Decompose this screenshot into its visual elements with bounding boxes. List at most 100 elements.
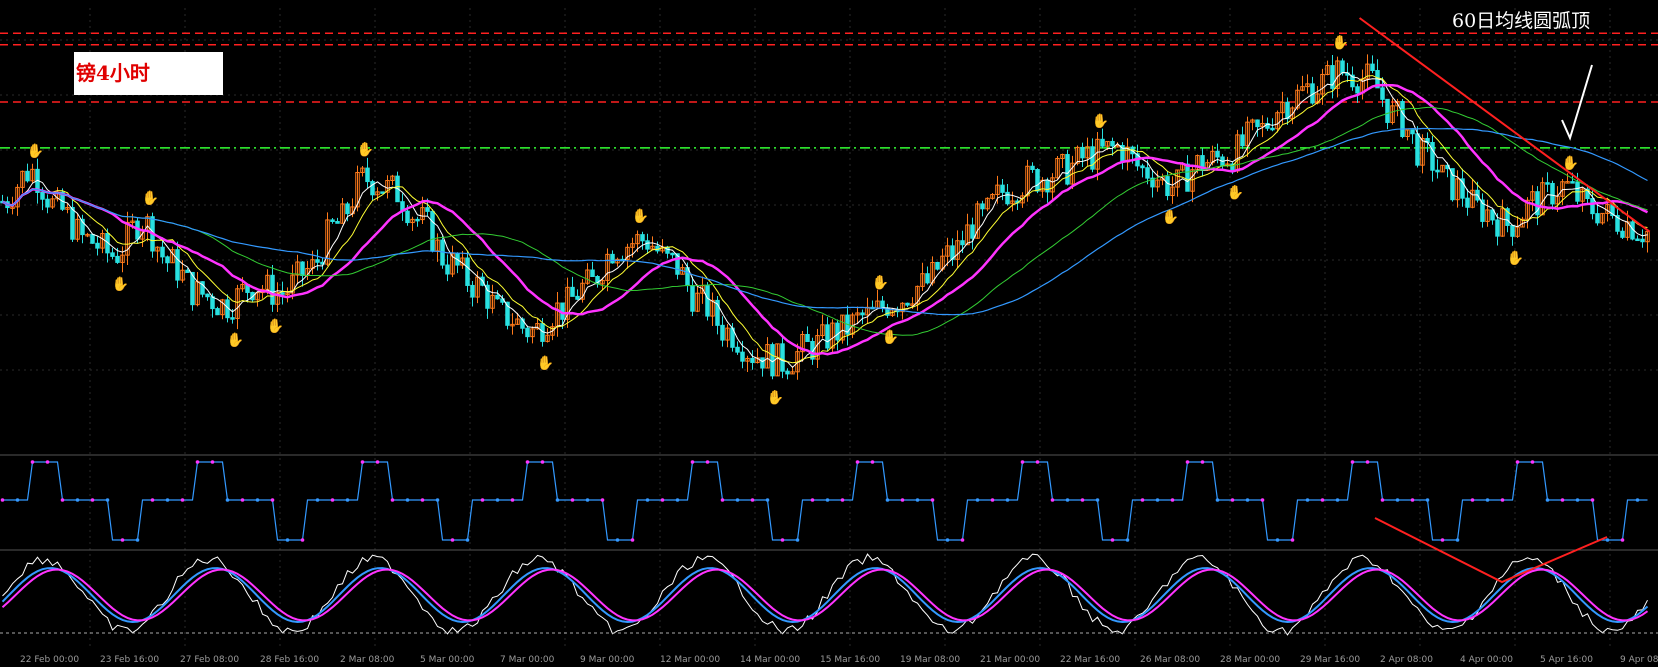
fractal-down-icon: ✋ [1162, 209, 1179, 226]
candle-body [240, 283, 245, 290]
candle-body [410, 218, 415, 224]
indicator-1-dot [540, 460, 545, 464]
fractal-up-icon: ✋ [632, 208, 649, 225]
candle-body [255, 292, 260, 301]
x-tick-label: 21 Mar 00:00 [980, 655, 1040, 665]
candle-body [1465, 197, 1470, 208]
indicator-1-dot [1335, 498, 1340, 502]
candle-body [1545, 182, 1550, 185]
candle-body [980, 203, 985, 210]
candle-body [765, 344, 770, 369]
indicator-1-dot [195, 460, 200, 464]
candle-body [1255, 119, 1260, 128]
indicator-1-dot [555, 498, 560, 502]
candle-body [1580, 188, 1585, 202]
x-tick-label: 7 Mar 00:00 [500, 655, 555, 665]
candle-body [360, 167, 365, 174]
indicator-1-dot [1305, 498, 1310, 502]
candle-body [365, 167, 370, 183]
candle-body [1570, 181, 1575, 184]
candle-body [1365, 63, 1370, 80]
trendline [1358, 17, 1651, 233]
candle-body [915, 285, 920, 305]
candle-body [1525, 199, 1530, 220]
x-tick-label: 2 Mar 08:00 [340, 655, 395, 665]
x-tick-label: 28 Mar 00:00 [1220, 655, 1280, 665]
candle-body [115, 255, 120, 263]
indicator-1-dot [1350, 460, 1355, 464]
candle-body [30, 168, 35, 182]
x-tick-label: 27 Feb 08:00 [180, 655, 239, 665]
candle-body [335, 220, 340, 224]
indicator-1-dot [1620, 538, 1625, 542]
candle-body [1070, 162, 1075, 185]
indicator-1-dot [645, 498, 650, 502]
x-tick-label: 22 Mar 16:00 [1060, 655, 1120, 665]
candle-body [1075, 146, 1080, 164]
candle-body [565, 286, 570, 320]
indicator-panel-2 [0, 517, 1658, 636]
candle-body [1280, 101, 1285, 114]
indicator-1-dot [360, 460, 365, 464]
ma-20-line [1, 83, 1649, 356]
indicator-1-dot [240, 498, 245, 502]
indicator-1-dot [60, 498, 65, 502]
fractal-up-icon: ✋ [872, 274, 889, 291]
candle-body [120, 254, 125, 263]
candle-body [1155, 179, 1160, 188]
indicator-1-dot [75, 498, 80, 502]
indicator-1-dot [1065, 498, 1070, 502]
indicator-1-dot [1185, 460, 1190, 464]
candle-body [1005, 191, 1010, 205]
x-tick-label: 26 Mar 08:00 [1140, 655, 1200, 665]
candle-body [130, 220, 135, 224]
candle-body [1145, 167, 1150, 179]
fractal-up-icon: ✋ [27, 142, 44, 159]
candle-body [1060, 154, 1065, 159]
fractal-down-icon: ✋ [767, 389, 784, 406]
candle-body [110, 252, 115, 257]
candle-body [1480, 199, 1485, 222]
candle-body [625, 246, 630, 260]
candle-body [1170, 186, 1175, 197]
candle-body [1485, 209, 1490, 222]
candle-body [1535, 191, 1540, 216]
ma-5-line [2, 71, 1648, 369]
candle-body [835, 322, 840, 341]
candle-body [800, 334, 805, 353]
candle-body [1385, 98, 1390, 123]
x-tick-label: 28 Feb 16:00 [260, 655, 319, 665]
candle-body [505, 301, 510, 326]
candle-body [780, 343, 785, 372]
indicator-1-dot [1575, 498, 1580, 502]
indicator-1-dot [1005, 498, 1010, 502]
indicator-1-dot [270, 498, 275, 502]
candle-body [25, 170, 30, 182]
candle-body [545, 334, 550, 342]
x-tick-label: 29 Mar 16:00 [1300, 655, 1360, 665]
indicator-1-dot [915, 498, 920, 502]
candle-body [1640, 238, 1645, 243]
candle-body [575, 295, 580, 300]
candle-body [840, 314, 845, 341]
indicator-1-line [2, 461, 1648, 541]
candle-body [1295, 89, 1300, 109]
candle-body [635, 234, 640, 245]
candle-body [385, 179, 390, 193]
candle-body [715, 299, 720, 326]
candle-body [1325, 65, 1330, 75]
candle-body [770, 344, 775, 377]
candle-body [985, 197, 990, 210]
fractal-markers: ✋ ✋ ✋ ✋ ✋ ✋ ✋ ✋ ✋ ✋ ✋ ✋ ✋ ✋ ✋ ✋ ✋ [27, 34, 1579, 406]
candle-body [1100, 138, 1105, 147]
candle-body [465, 257, 470, 286]
x-tick-label: 5 Mar 00:00 [420, 655, 475, 665]
fractal-up-icon: ✋ [1332, 34, 1349, 51]
candle-body [160, 246, 165, 258]
candle-body [820, 324, 825, 337]
candle-body [210, 296, 215, 310]
candle-body [40, 191, 45, 200]
candle-body [600, 279, 605, 285]
candle-body [1410, 129, 1415, 135]
candle-body [1165, 176, 1170, 197]
